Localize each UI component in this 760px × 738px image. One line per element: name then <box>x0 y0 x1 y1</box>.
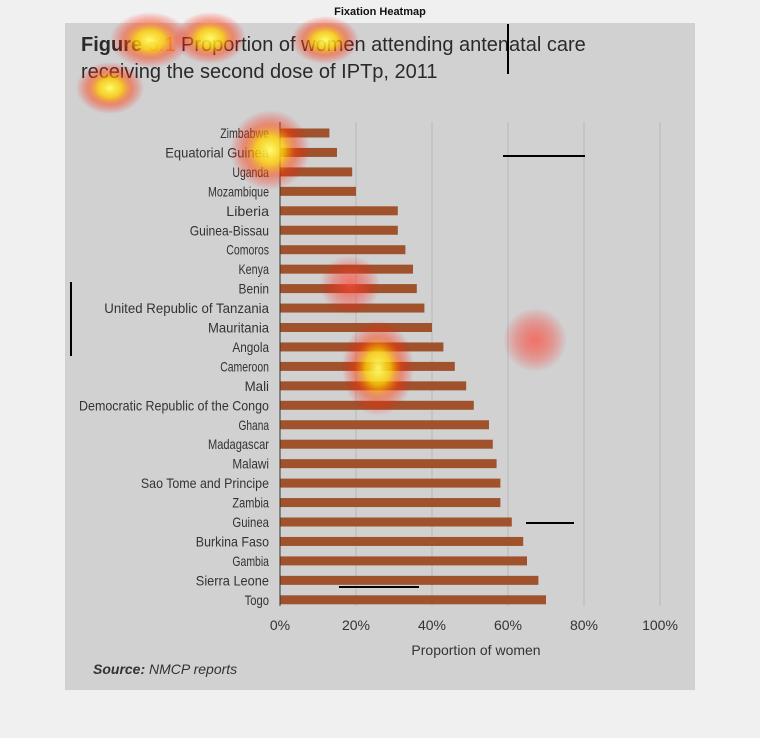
bar <box>280 361 455 371</box>
category-label: Uganda <box>232 164 269 180</box>
bar <box>280 147 337 157</box>
category-label: Guinea <box>232 514 269 530</box>
category-label: Zambia <box>232 495 269 511</box>
bar <box>280 225 398 235</box>
bar <box>280 517 512 527</box>
bar <box>280 381 467 391</box>
category-label: Sierra Leone <box>196 572 269 588</box>
bar <box>280 420 489 430</box>
category-label: United Republic of Tanzania <box>104 300 269 316</box>
category-label: Cameroon <box>220 358 269 374</box>
bar <box>280 303 425 313</box>
category-label: Kenya <box>239 261 270 277</box>
gaze-mark <box>507 24 509 74</box>
category-label: Gambia <box>232 553 269 569</box>
category-label: Sao Tome and Principe <box>141 475 269 491</box>
bar <box>280 575 539 585</box>
gaze-mark <box>70 282 72 356</box>
x-tick-label: 40% <box>418 617 446 633</box>
category-label: Ghana <box>239 417 270 433</box>
gaze-mark <box>526 522 574 524</box>
source-note: Source: NMCP reports <box>93 661 237 677</box>
bar <box>280 284 417 294</box>
category-label: Mozambique <box>208 183 269 199</box>
bars <box>280 128 546 605</box>
figure-title-text: Proportion of women attending antenatal … <box>175 34 586 56</box>
window-title: Fixation Heatmap <box>334 6 426 18</box>
bar <box>280 323 432 332</box>
category-label: Angola <box>232 339 269 355</box>
bar <box>280 264 413 274</box>
bar <box>280 536 524 546</box>
x-axis-label: Proportion of women <box>411 642 540 658</box>
category-label: Democratic Republic of the Congo <box>79 397 269 413</box>
x-tick-labels: 0% 20% 40% 60% 80% 100% <box>270 617 678 633</box>
source-text: NMCP reports <box>145 661 238 677</box>
x-tick-label: 80% <box>570 617 598 633</box>
category-label: Comoros <box>226 242 269 258</box>
bar <box>280 128 330 138</box>
bar <box>280 459 497 469</box>
x-tick-label: 0% <box>270 617 290 633</box>
x-tick-label: 100% <box>642 617 678 633</box>
bar <box>280 595 546 605</box>
category-label: Mauritania <box>208 320 269 336</box>
bar <box>280 245 406 255</box>
bar <box>280 478 501 488</box>
category-label: Liberia <box>226 203 269 219</box>
bar <box>280 498 501 508</box>
source-label: Source: <box>93 661 146 677</box>
category-label: Benin <box>239 281 270 297</box>
bar <box>280 342 444 352</box>
category-label: Madagascar <box>208 436 269 452</box>
category-label: Togo <box>245 592 270 608</box>
category-label: Mali <box>245 378 269 394</box>
category-label: Guinea-Bissau <box>190 222 269 238</box>
bar <box>280 206 398 216</box>
bar <box>280 400 474 410</box>
category-label: Malawi <box>232 456 269 472</box>
category-labels: Zimbabwe Equatorial Guinea Uganda Mozambiqu… <box>79 125 269 608</box>
gaze-mark <box>503 155 585 157</box>
category-label: Equatorial Guinea <box>165 144 269 160</box>
bar <box>280 167 353 177</box>
category-label: Zimbabwe <box>220 125 269 141</box>
gaze-mark <box>339 586 419 588</box>
bar <box>280 556 527 566</box>
bar <box>280 186 356 196</box>
x-tick-label: 20% <box>342 617 370 633</box>
bar <box>280 439 493 449</box>
category-label: Burkina Faso <box>196 533 269 549</box>
x-tick-label: 60% <box>494 617 522 633</box>
